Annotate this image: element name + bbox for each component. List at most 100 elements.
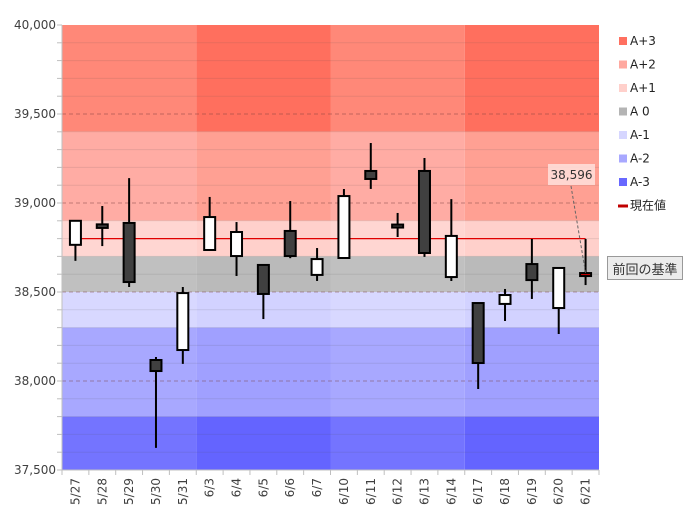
x-tick-label: 6/5 [256,478,270,497]
candle-body [579,272,593,278]
candle-body [391,223,405,229]
legend-label: A+2 [630,58,656,72]
x-tick-label: 6/13 [417,478,431,505]
band-Aminus2 [330,327,465,417]
candle-body [552,266,566,310]
candle-body [68,219,82,246]
candle-5-28 [95,206,109,247]
legend-item: A-3 [619,175,650,189]
band-Aminus3 [196,416,331,470]
legend-swatch-icon [619,37,627,45]
candle-6-11 [364,143,378,189]
band-A0 [330,256,465,292]
x-tick-label: 6/6 [283,478,297,497]
candle-6-21 [579,238,593,286]
legend-label: A 0 [630,105,650,119]
band-Aminus2 [196,327,331,417]
legend-swatch-icon [619,178,627,186]
legend-label: A+1 [630,81,656,95]
x-tick-label: 5/30 [149,478,163,505]
y-tick-label: 39,000 [14,196,56,210]
candle-5-31 [176,287,190,364]
legend-swatch-icon [619,154,627,163]
candle-5-30 [149,356,163,448]
legend-swatch-icon [619,131,627,139]
band-Aminus3 [464,416,599,470]
candle-6-19 [525,238,539,299]
candle-6-10 [337,188,351,260]
legend-swatch-icon [619,84,627,92]
previous-standard-button[interactable]: 前回の基準 [607,256,683,280]
candle-body [364,169,378,180]
candle-6-18 [498,288,512,322]
x-tick-label: 6/18 [498,478,512,505]
band-Aplus3 [464,25,599,132]
current-value-label: 38,596 [551,168,593,182]
legend-item: A-1 [619,128,650,142]
candle-6-4 [230,222,244,276]
candle-body [176,292,190,352]
legend-label: A-2 [630,152,650,166]
candle-body [256,263,270,295]
band-Aminus2 [62,327,197,417]
band-Aplus3 [62,25,197,132]
legend-label: 現在値 [630,198,666,213]
x-tick-label: 6/11 [364,478,378,505]
annotation-box [548,164,595,185]
x-tick-label: 6/17 [471,478,485,505]
legend-item: 現在値 [618,198,666,213]
legend-label: A+3 [630,34,656,48]
candle-body [203,216,217,251]
y-tick-label: 38,000 [14,374,56,388]
axis-layer: 40,000 39,500 39,000 38,500 38,000 37,500 5/27… [14,18,600,505]
legend-swatch-icon [619,60,627,69]
candle-6-20 [552,266,566,335]
band-Aminus2 [464,327,599,417]
legend-label: A-1 [630,128,650,142]
legend-swatch-icon [619,107,627,116]
legend-item: A+2 [619,58,656,72]
y-tick-label: 40,000 [14,18,56,32]
band-Aminus3 [62,416,197,470]
candle-6-13 [417,157,431,257]
grid-layer [62,42,599,453]
band-Aplus3 [196,25,331,132]
candle-5-27 [68,219,82,261]
x-tick-label: 6/7 [310,478,324,497]
candle-6-7 [310,248,324,281]
band-Aplus2 [196,131,331,221]
candle-body [95,223,109,229]
x-tick-label: 6/20 [552,478,566,505]
x-tick-label: 6/3 [203,478,217,497]
x-tick-label: 5/29 [122,478,136,505]
x-tick-label: 6/19 [525,478,539,505]
candle-body [310,258,324,276]
band-Aminus1 [62,292,197,328]
band-Aplus2 [330,131,465,221]
candle-body [471,302,485,365]
candle-6-17 [471,302,485,390]
band-Aminus1 [330,292,465,328]
x-tick-label: 6/12 [391,478,405,505]
x-tick-label: 6/21 [579,478,593,505]
x-tick-label: 6/10 [337,478,351,505]
legend-line-icon [618,204,628,208]
candle-body [230,231,244,258]
candle-body [525,263,539,282]
legend-label: A-3 [630,175,650,189]
y-tick-label: 39,500 [14,107,56,121]
candle-6-3 [203,196,217,251]
candle-body [149,358,163,373]
legend: A+3 A+2 A+1 A 0 A-1 A-2 A-3 現在値 [618,34,666,213]
candle-body [417,169,431,255]
x-tick-label: 6/14 [444,478,458,505]
band-Aminus3 [330,416,465,470]
legend-item: A+1 [619,81,656,95]
candles-layer [68,143,593,448]
candle-body [122,221,136,284]
candle-body [498,294,512,305]
y-tick-label: 37,500 [14,463,56,477]
candle-6-12 [391,212,405,237]
y-tick-label: 38,500 [14,285,56,299]
